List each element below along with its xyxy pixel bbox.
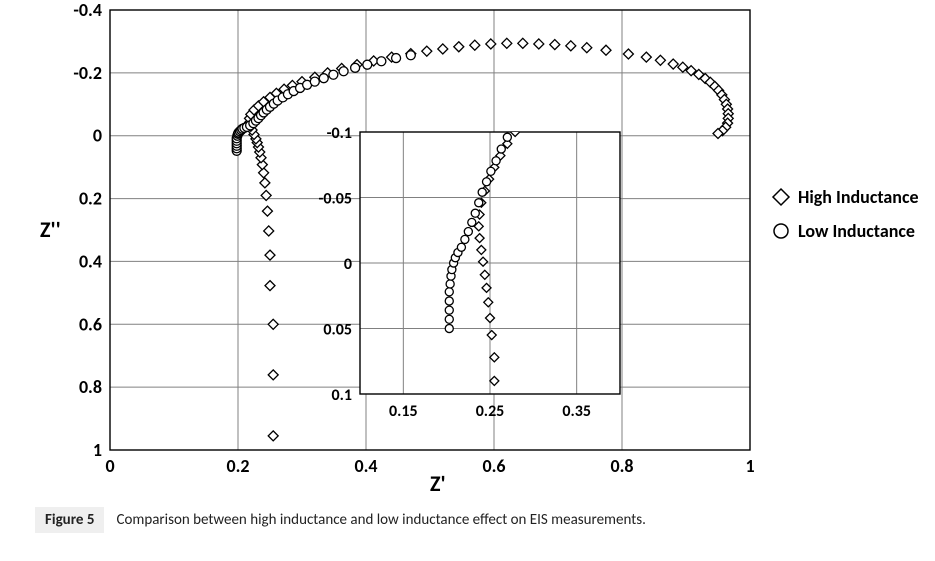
- svg-text:0.25: 0.25: [476, 402, 505, 421]
- svg-text:0.05: 0.05: [323, 321, 352, 340]
- svg-text:0: 0: [105, 455, 114, 477]
- caption-text: Comparison between high inductance and l…: [116, 511, 645, 529]
- svg-text:-0.05: -0.05: [319, 190, 353, 209]
- legend: High Inductance Low Inductance: [770, 180, 919, 248]
- legend-label: Low Inductance: [798, 220, 915, 242]
- svg-text:0.6: 0.6: [79, 313, 102, 335]
- svg-text:-0.4: -0.4: [73, 0, 102, 21]
- svg-text:1: 1: [93, 439, 102, 461]
- svg-text:0.4: 0.4: [354, 455, 377, 477]
- y-axis-title: Z'': [40, 216, 61, 243]
- x-axis-title: Z': [430, 470, 446, 497]
- svg-text:0.1: 0.1: [332, 386, 353, 405]
- page: 0 0.2 0.4 0.6 0.8 1 -0.4 -0.2 0 0.2 0.4 0.6 0.8 1 0.15…: [0, 0, 935, 561]
- svg-text:0: 0: [93, 125, 102, 147]
- svg-text:0.35: 0.35: [562, 402, 591, 421]
- svg-text:0.8: 0.8: [610, 455, 633, 477]
- chart-area: 0 0.2 0.4 0.6 0.8 1 -0.4 -0.2 0 0.2 0.4 0.6 0.8 1 0.15…: [0, 0, 935, 500]
- svg-text:0.2: 0.2: [226, 455, 249, 477]
- svg-text:0.6: 0.6: [482, 455, 505, 477]
- legend-item-high: High Inductance: [770, 180, 919, 214]
- scatter-chart: 0 0.2 0.4 0.6 0.8 1 -0.4 -0.2 0 0.2 0.4 0.6 0.8 1 0.15…: [0, 0, 935, 500]
- diamond-icon: [770, 186, 792, 208]
- legend-label: High Inductance: [798, 186, 919, 208]
- svg-text:0.2: 0.2: [79, 188, 102, 210]
- legend-item-low: Low Inductance: [770, 214, 919, 248]
- svg-text:0: 0: [344, 255, 352, 274]
- svg-text:0.15: 0.15: [389, 402, 418, 421]
- figure-caption: Figure 5 Comparison between high inducta…: [35, 507, 646, 533]
- svg-text:0.4: 0.4: [79, 250, 102, 272]
- figure-label: Figure 5: [35, 507, 104, 533]
- circle-icon: [770, 220, 792, 242]
- svg-text:1: 1: [745, 455, 754, 477]
- svg-text:-0.2: -0.2: [73, 62, 102, 84]
- svg-text:-0.1: -0.1: [327, 124, 352, 143]
- svg-text:0.8: 0.8: [79, 376, 102, 398]
